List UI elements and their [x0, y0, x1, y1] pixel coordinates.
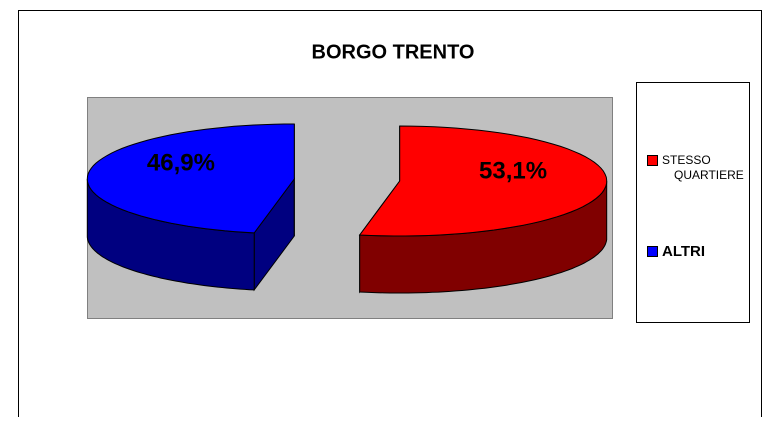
chart-title: BORGO TRENTO	[312, 41, 475, 63]
legend-swatch	[647, 155, 658, 166]
slice	[358, 125, 608, 237]
data-label: 46,9%	[147, 149, 215, 176]
legend-label-line: QUARTIERE	[674, 168, 744, 182]
legend-label: STESSO QUARTIERE	[662, 153, 744, 182]
slice	[86, 123, 295, 234]
legend-label-line: STESSO	[662, 153, 711, 167]
legend-label: ALTRI	[662, 243, 705, 260]
legend-box	[636, 82, 750, 323]
data-label: 53,1%	[479, 157, 547, 184]
legend-swatch	[647, 246, 658, 257]
